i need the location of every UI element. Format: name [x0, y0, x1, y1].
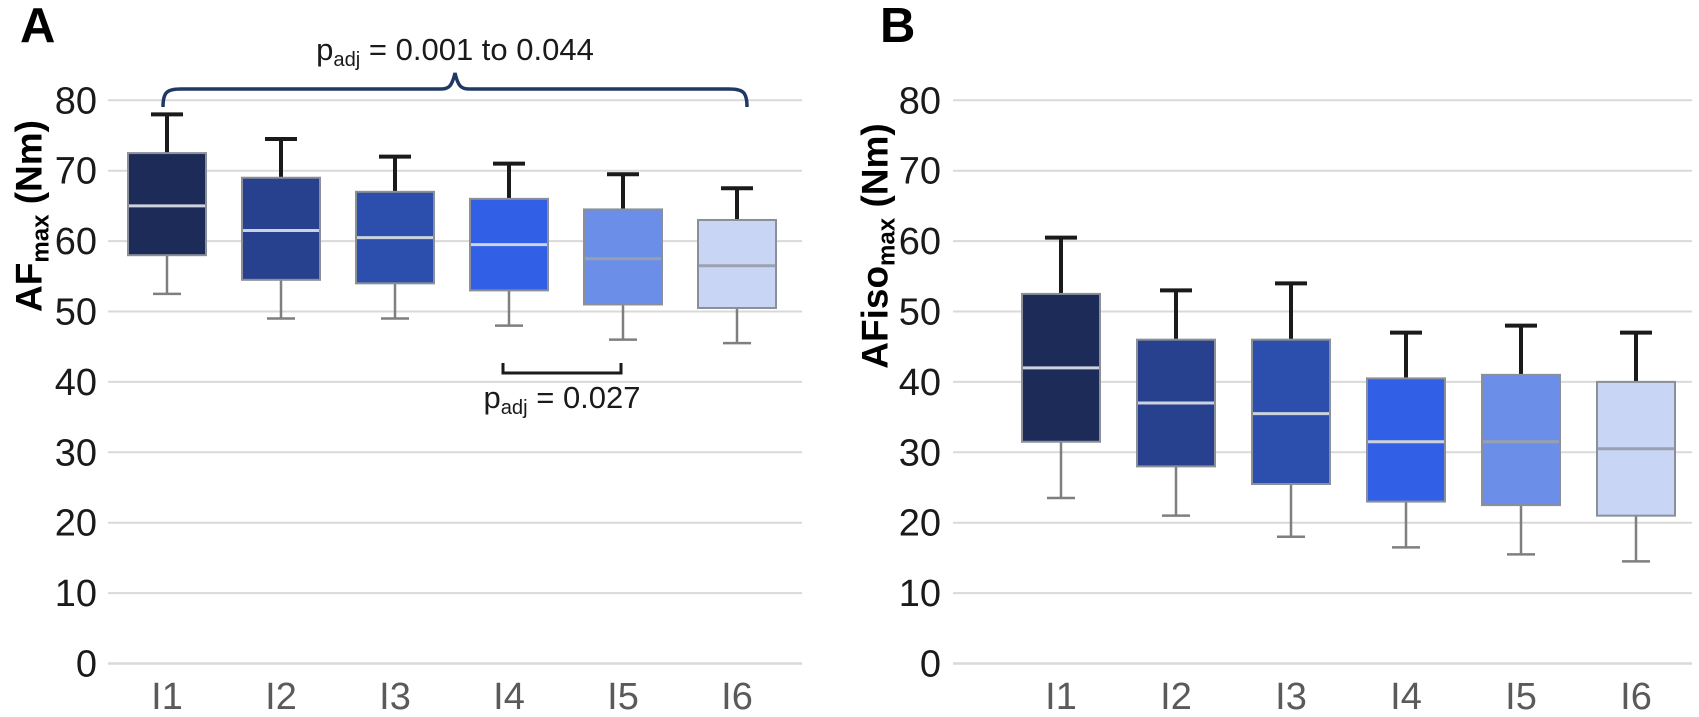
p-value-text: = 0.001 to 0.044 — [360, 32, 594, 67]
p-value-text: = 0.027 — [527, 380, 641, 415]
panel-a-y-title-main: AF — [8, 262, 50, 313]
panel-a-y-title-unit: (Nm) — [8, 119, 50, 215]
panel-b-y-tick-label-60: 60 — [899, 221, 941, 263]
panel-b-y-tick-label-30: 30 — [899, 432, 941, 474]
panel-a-box-I6 — [697, 218, 777, 309]
panel-a-y-tick-label-20: 20 — [55, 503, 97, 545]
p-symbol: p — [316, 32, 334, 67]
panel-a-x-tick-label-I5: I5 — [607, 676, 639, 717]
panel-a-significance-label-1: padj = 0.001 to 0.044 — [316, 32, 594, 72]
panel-b-y-title-subscript: max — [873, 217, 901, 266]
panel-a-significance-bracket — [501, 363, 623, 375]
panel-a-x-tick-label-I3: I3 — [379, 676, 411, 717]
panel-a-x-tick-label-I1: I1 — [151, 676, 183, 717]
panel-a-y-tick-label-40: 40 — [55, 362, 97, 404]
panel-b-y-title-unit: (Nm) — [854, 123, 896, 218]
panel-a-y-axis-title: AFmax (Nm) — [8, 120, 55, 312]
panel-b-x-tick-label-I5: I5 — [1505, 676, 1537, 717]
panel-a-box-I1 — [127, 152, 207, 257]
panel-b-y-tick-label-70: 70 — [899, 151, 941, 193]
panel-a-significance-brace — [161, 72, 749, 108]
panel-a-x-tick-label-I2: I2 — [265, 676, 297, 717]
panel-a-y-tick-label-30: 30 — [55, 432, 97, 474]
p-subscript: adj — [333, 49, 361, 72]
panel-b-y-tick-label-80: 80 — [899, 80, 941, 122]
panel-a-y-tick-label-50: 50 — [55, 292, 97, 334]
panel-b-letter: B — [880, 0, 916, 53]
panel-b-y-tick-label-0: 0 — [920, 644, 941, 686]
p-subscript: adj — [500, 397, 528, 420]
panel-b-y-tick-label-50: 50 — [899, 292, 941, 334]
panel-b-x-tick-label-I1: I1 — [1045, 676, 1077, 717]
panel-a-x-tick-label-I6: I6 — [721, 676, 753, 717]
panel-a-box-I5 — [583, 208, 663, 306]
panel-b-box-I5 — [1481, 373, 1561, 507]
panel-b-x-tick-label-I3: I3 — [1275, 676, 1307, 717]
p-symbol: p — [483, 380, 501, 415]
panel-b-x-tick-label-I6: I6 — [1620, 676, 1652, 717]
panel-b-y-tick-label-40: 40 — [899, 362, 941, 404]
panel-a-y-tick-label-10: 10 — [55, 573, 97, 615]
panel-b-box-I4 — [1366, 377, 1446, 503]
panel-a-significance-label-2: padj = 0.027 — [483, 380, 640, 420]
panel-b-y-tick-label-10: 10 — [899, 573, 941, 615]
panel-b-x-tick-label-I4: I4 — [1390, 676, 1422, 717]
panel-a-box-I2 — [241, 176, 321, 281]
panel-b-y-title-main: AFiso — [854, 265, 896, 369]
panel-a-y-title-subscript: max — [27, 214, 55, 263]
panel-a-x-tick-label-I4: I4 — [493, 676, 525, 717]
panel-b-y-tick-label-20: 20 — [899, 503, 941, 545]
panel-b-y-axis-title: AFisomax (Nm) — [854, 123, 901, 368]
panel-a-letter: A — [20, 0, 56, 53]
panel-b-x-tick-label-I2: I2 — [1160, 676, 1192, 717]
panel-a-y-tick-label-0: 0 — [76, 644, 97, 686]
panel-a-y-tick-label-80: 80 — [55, 80, 97, 122]
panel-b-box-I3 — [1251, 338, 1331, 485]
panel-a-y-tick-label-70: 70 — [55, 151, 97, 193]
panel-a-y-tick-label-60: 60 — [55, 221, 97, 263]
